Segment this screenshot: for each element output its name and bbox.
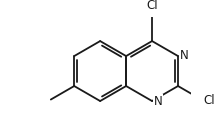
Text: N: N — [153, 95, 162, 108]
Text: Cl: Cl — [204, 94, 215, 107]
Text: Cl: Cl — [146, 0, 158, 12]
Text: N: N — [179, 49, 188, 62]
